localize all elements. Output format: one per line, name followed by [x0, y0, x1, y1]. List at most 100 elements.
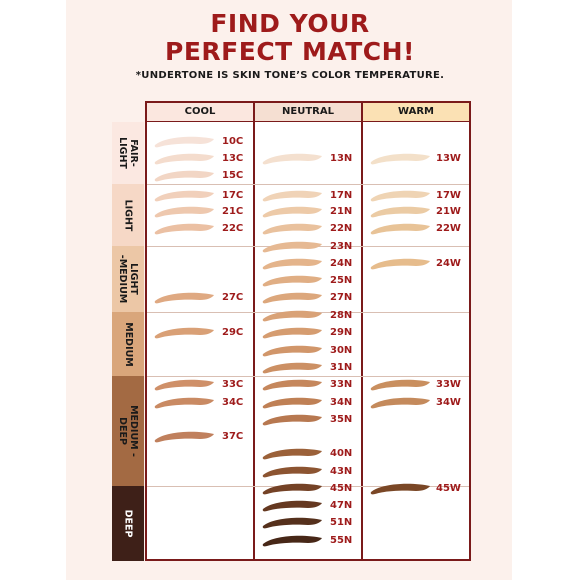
shade-code: 17W — [436, 190, 461, 201]
swatch-17n — [260, 189, 324, 203]
swatch-13n — [260, 152, 324, 166]
shade-code: 33N — [330, 379, 353, 390]
swatch-stroke — [370, 190, 430, 202]
shade-code: 33C — [222, 379, 244, 390]
swatch-33n — [260, 378, 324, 392]
swatch-35n — [260, 413, 324, 427]
swatch-28n — [260, 309, 324, 323]
swatch-stroke — [262, 206, 322, 218]
swatch-stroke — [370, 223, 430, 235]
swatch-22n — [260, 222, 324, 236]
swatch-stroke — [262, 241, 322, 253]
row-divider — [147, 376, 469, 377]
swatch-stroke — [262, 223, 322, 235]
swatch-stroke — [370, 483, 430, 495]
column-divider — [361, 101, 363, 561]
row-label-light-medium: LIGHT -MEDIUM — [112, 246, 144, 312]
shade-code: 31N — [330, 362, 353, 373]
shade-code: 29C — [222, 327, 244, 338]
shade-code: 15C — [222, 170, 244, 181]
shade-code: 17C — [222, 190, 244, 201]
swatch-stroke — [154, 153, 214, 165]
shade-code: 34C — [222, 397, 244, 408]
swatch-stroke — [154, 136, 214, 148]
swatch-17w — [368, 189, 432, 203]
swatch-stroke — [262, 397, 322, 409]
swatch-stroke — [154, 397, 214, 409]
shade-code: 22N — [330, 223, 353, 234]
swatch-stroke — [262, 310, 322, 322]
shade-code: 51N — [330, 517, 353, 528]
swatch-33c — [152, 378, 216, 392]
swatch-21c — [152, 205, 216, 219]
swatch-17c — [152, 189, 216, 203]
swatch-stroke — [370, 397, 430, 409]
shade-code: 22C — [222, 223, 244, 234]
swatch-stroke — [262, 190, 322, 202]
shade-code: 47N — [330, 500, 353, 511]
header-divider — [147, 121, 469, 122]
swatch-25n — [260, 274, 324, 288]
swatch-31n — [260, 361, 324, 375]
shade-code: 13C — [222, 153, 244, 164]
swatch-27c — [152, 291, 216, 305]
shade-code: 45W — [436, 483, 461, 494]
swatch-15c — [152, 169, 216, 183]
swatch-stroke — [154, 206, 214, 218]
swatch-stroke — [262, 535, 322, 547]
swatch-stroke — [262, 258, 322, 270]
swatch-13w — [368, 152, 432, 166]
shade-code: 40N — [330, 448, 353, 459]
swatch-45n — [260, 482, 324, 496]
swatch-stroke — [262, 379, 322, 391]
title-line-2: PERFECT MATCH! — [165, 37, 415, 66]
swatch-37c — [152, 430, 216, 444]
column-header-neutral: NEUTRAL — [255, 103, 361, 121]
swatch-stroke — [262, 153, 322, 165]
shade-code: 33W — [436, 379, 461, 390]
swatch-34n — [260, 396, 324, 410]
shade-code: 55N — [330, 535, 353, 546]
swatch-stroke — [154, 170, 214, 182]
swatch-30n — [260, 344, 324, 358]
swatch-stroke — [262, 362, 322, 374]
swatch-55n — [260, 534, 324, 548]
swatch-27n — [260, 291, 324, 305]
swatch-stroke — [262, 292, 322, 304]
swatch-stroke — [370, 258, 430, 270]
swatch-stroke — [262, 327, 322, 339]
swatch-21n — [260, 205, 324, 219]
shade-code: 29N — [330, 327, 353, 338]
row-label-medium: MEDIUM — [112, 312, 144, 376]
row-label-light: LIGHT — [112, 184, 144, 246]
column-divider — [253, 101, 255, 561]
row-label-medium-deep: MEDIUM - DEEP — [112, 376, 144, 486]
shade-code: 24N — [330, 258, 353, 269]
row-divider — [147, 184, 469, 185]
shade-code: 35N — [330, 414, 353, 425]
subtitle: *UNDERTONE IS SKIN TONE’S COLOR TEMPERAT… — [135, 70, 445, 81]
swatch-23n — [260, 240, 324, 254]
shade-code: 28N — [330, 310, 353, 321]
shade-code: 21C — [222, 206, 244, 217]
swatch-51n — [260, 516, 324, 530]
shade-code: 30N — [330, 345, 353, 356]
swatch-stroke — [262, 517, 322, 529]
shade-code: 13W — [436, 153, 461, 164]
shade-code: 23N — [330, 241, 353, 252]
swatch-stroke — [154, 190, 214, 202]
swatch-stroke — [262, 466, 322, 478]
swatch-10c — [152, 135, 216, 149]
column-header-warm: WARM — [363, 103, 469, 121]
swatch-stroke — [370, 206, 430, 218]
swatch-stroke — [262, 414, 322, 426]
swatch-stroke — [262, 345, 322, 357]
swatch-stroke — [262, 500, 322, 512]
swatch-45w — [368, 482, 432, 496]
swatch-22c — [152, 222, 216, 236]
swatch-stroke — [370, 153, 430, 165]
swatch-stroke — [154, 292, 214, 304]
shade-code: 21W — [436, 206, 461, 217]
swatch-33w — [368, 378, 432, 392]
shade-code: 13N — [330, 153, 353, 164]
